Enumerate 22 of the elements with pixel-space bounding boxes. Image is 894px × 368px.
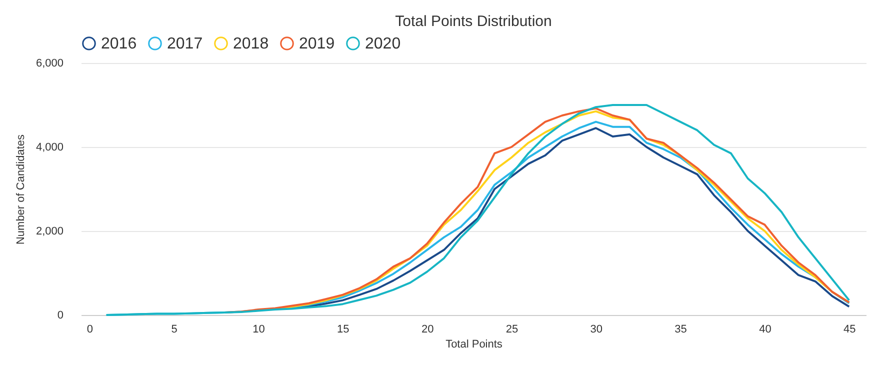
x-tick-label: 10 bbox=[252, 324, 265, 336]
x-axis-title: Total Points bbox=[446, 338, 503, 350]
x-tick-label: 5 bbox=[171, 324, 178, 336]
y-axis-title: Number of Candidates bbox=[14, 134, 27, 245]
x-tick-label: 25 bbox=[506, 324, 518, 336]
x-tick-label: 30 bbox=[590, 324, 603, 336]
chart-title: Total Points Distribution bbox=[395, 13, 552, 30]
legend-label: 2020 bbox=[365, 35, 401, 52]
x-tick-label: 45 bbox=[843, 324, 856, 336]
legend-label: 2017 bbox=[167, 35, 203, 52]
legend-label: 2019 bbox=[299, 35, 335, 52]
y-tick-label: 6,000 bbox=[36, 58, 64, 70]
x-tick-label: 0 bbox=[86, 324, 94, 336]
y-tick-label: 0 bbox=[57, 310, 64, 322]
x-tick-label: 40 bbox=[759, 324, 772, 336]
legend-label: 2018 bbox=[233, 35, 269, 52]
legend-label: 2016 bbox=[101, 35, 137, 52]
x-tick-label: 15 bbox=[337, 324, 350, 336]
y-tick-label: 4,000 bbox=[36, 142, 64, 154]
y-tick-label: 2,000 bbox=[36, 226, 64, 238]
x-tick-label: 20 bbox=[421, 324, 434, 336]
x-tick-label: 35 bbox=[674, 324, 687, 336]
